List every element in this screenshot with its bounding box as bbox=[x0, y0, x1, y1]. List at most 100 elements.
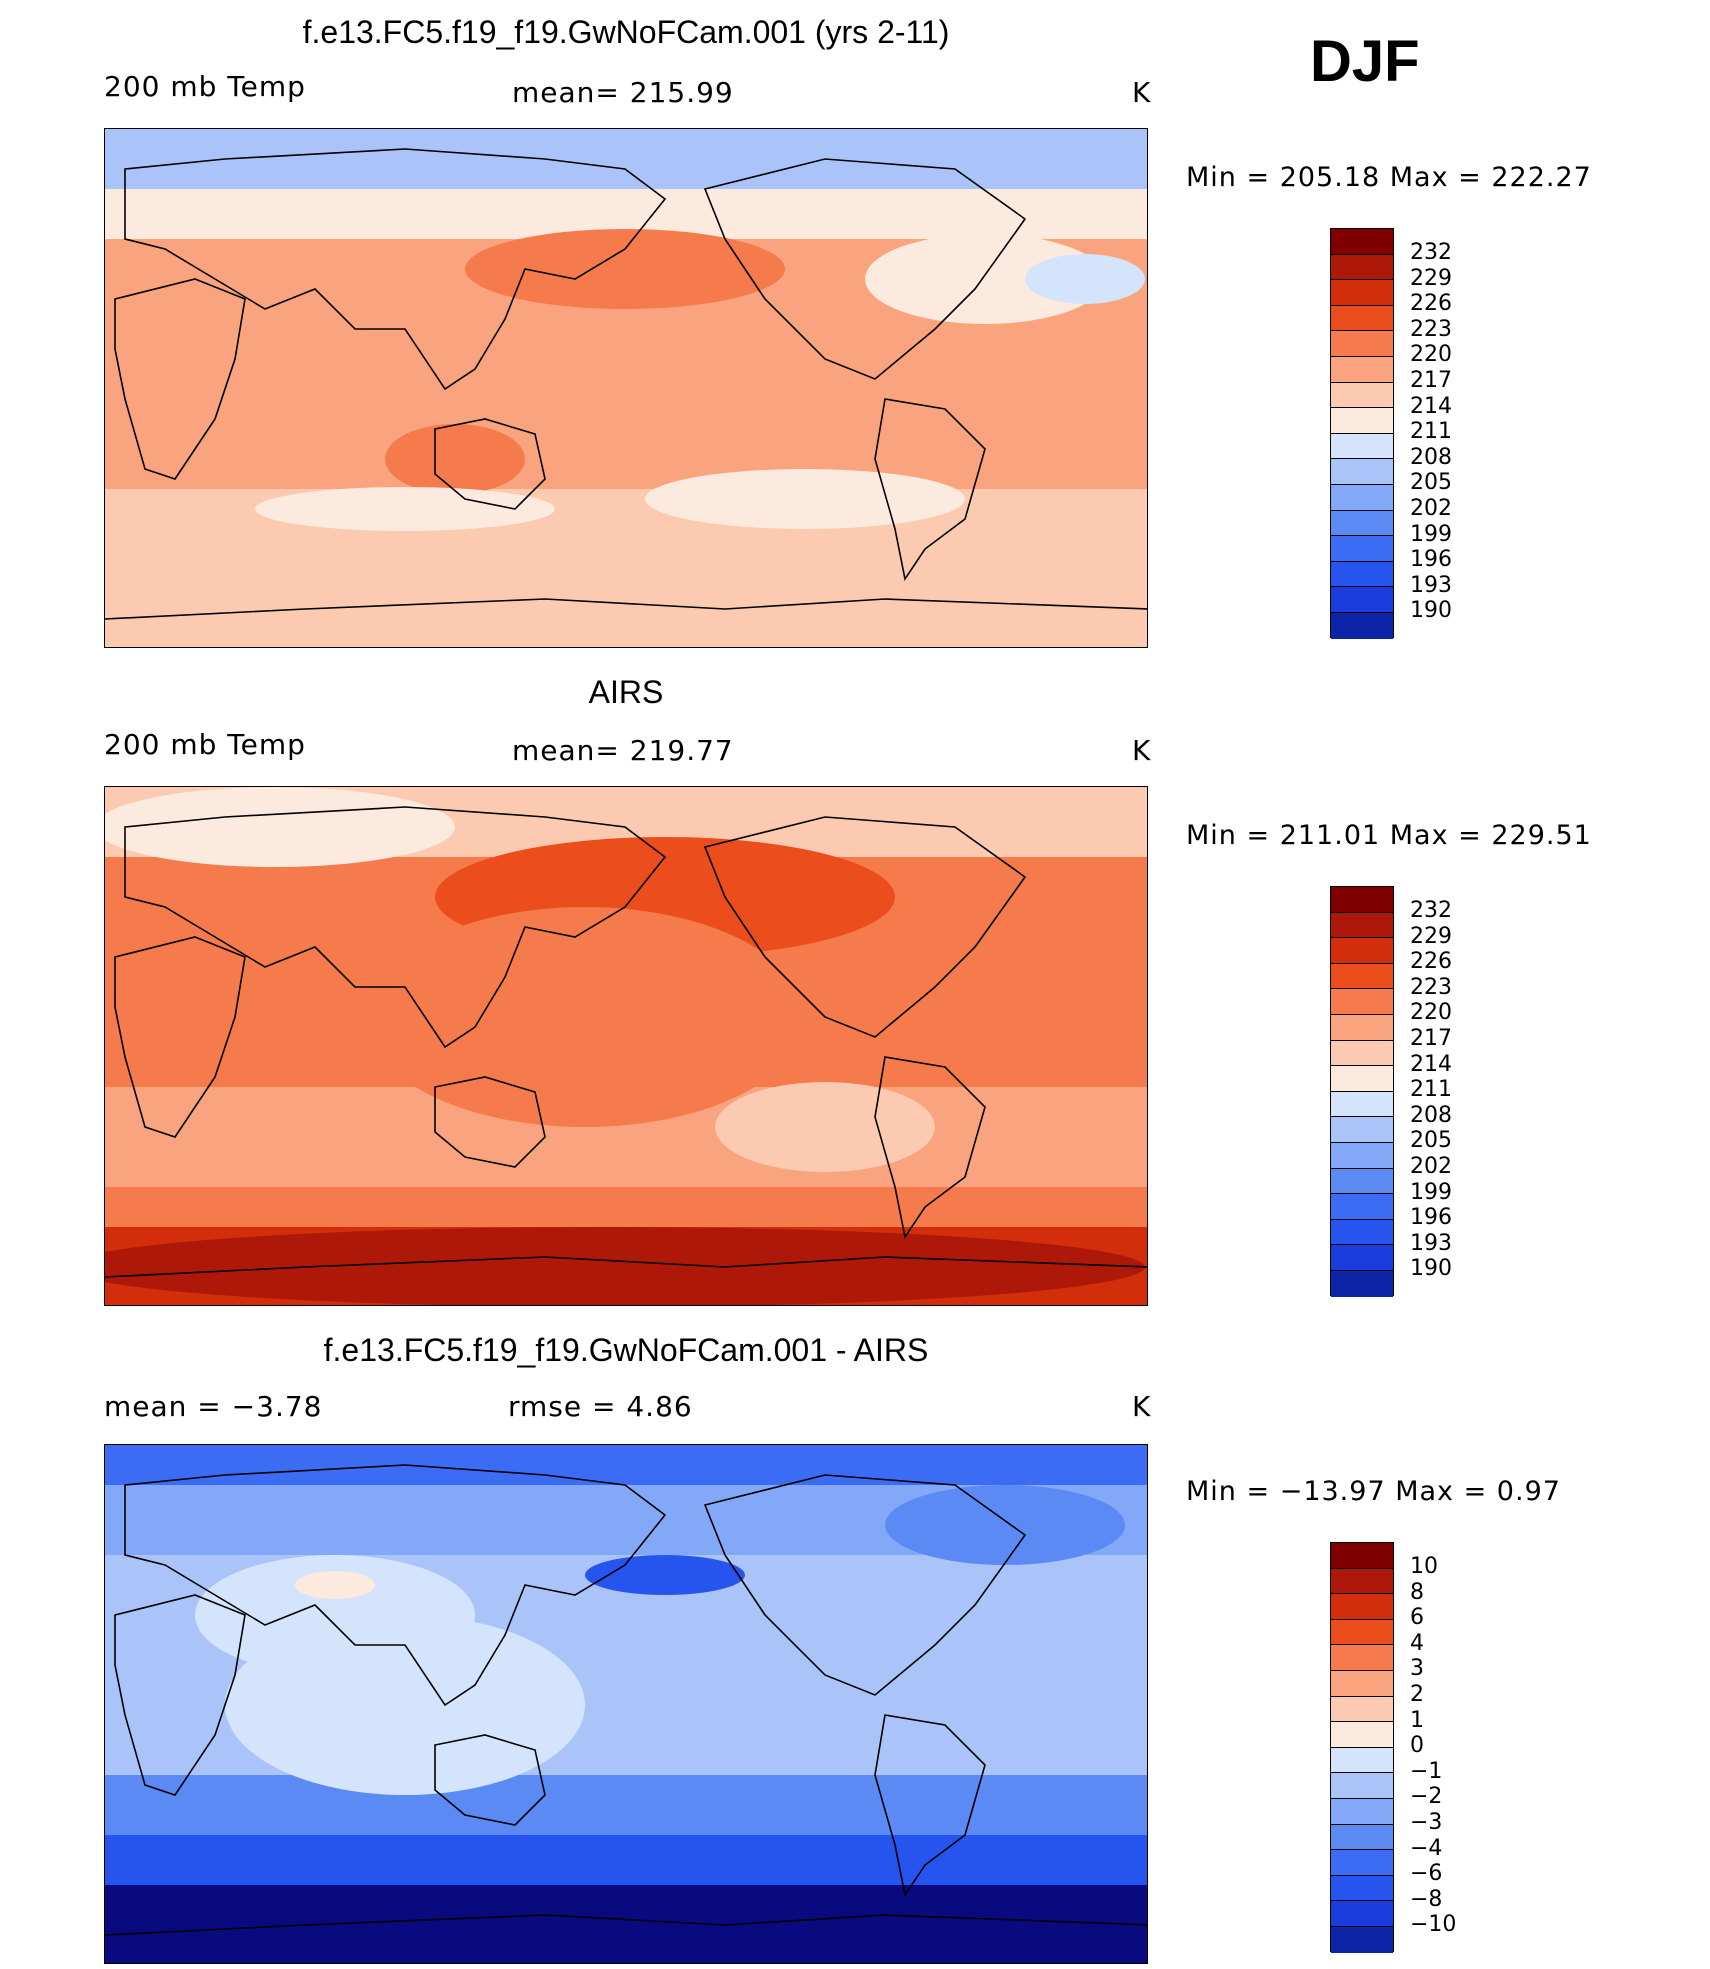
colorbar-label: 8 bbox=[1410, 1579, 1424, 1605]
panel-3-map-svg bbox=[105, 1445, 1147, 1963]
colorbar-swatch bbox=[1331, 587, 1393, 613]
coastline bbox=[114, 278, 246, 480]
panel-1-map-svg bbox=[105, 129, 1147, 647]
panel-2-map bbox=[104, 786, 1148, 1306]
colorbar-swatch bbox=[1331, 1926, 1393, 1953]
colorbar-label: 202 bbox=[1410, 1154, 1452, 1179]
field-contour bbox=[465, 229, 785, 309]
colorbar-swatch bbox=[1331, 408, 1393, 434]
panel-1-minmax: Min = 205.18 Max = 222.27 bbox=[1186, 162, 1592, 193]
field-band bbox=[105, 1445, 1147, 1485]
colorbar-label: −1 bbox=[1410, 1758, 1443, 1784]
colorbar-swatch bbox=[1331, 459, 1393, 485]
coastline bbox=[703, 1474, 1027, 1696]
field-band bbox=[105, 1775, 1147, 1835]
panel-1-colorbar bbox=[1330, 228, 1394, 639]
field-contour bbox=[105, 787, 455, 867]
colorbar-label: −4 bbox=[1410, 1835, 1443, 1861]
colorbar-label: 1 bbox=[1410, 1707, 1424, 1733]
colorbar-swatch bbox=[1331, 1645, 1393, 1671]
field-band bbox=[105, 129, 1147, 189]
coastline bbox=[434, 418, 546, 510]
colorbar-label: 190 bbox=[1410, 598, 1452, 624]
colorbar-label: 217 bbox=[1410, 368, 1452, 393]
panel-3-left-label: mean = −3.78 bbox=[104, 1390, 323, 1423]
coastline bbox=[124, 806, 667, 1049]
colorbar-label: 205 bbox=[1410, 1128, 1452, 1154]
panel-3-minmax: Min = −13.97 Max = 0.97 bbox=[1186, 1476, 1561, 1507]
colorbar-swatch bbox=[1331, 1091, 1393, 1118]
colorbar-swatch bbox=[1331, 1619, 1393, 1646]
panel-3-colorbar bbox=[1330, 1542, 1394, 1953]
colorbar-label: 232 bbox=[1410, 240, 1452, 265]
coastline bbox=[105, 1914, 1147, 1936]
colorbar-label: 6 bbox=[1410, 1605, 1424, 1631]
colorbar-label: 199 bbox=[1410, 521, 1452, 547]
colorbar-label: 205 bbox=[1410, 470, 1452, 496]
colorbar-swatch bbox=[1331, 912, 1393, 939]
colorbar-label: 193 bbox=[1410, 572, 1452, 598]
colorbar-swatch bbox=[1331, 1670, 1393, 1697]
colorbar-label: 211 bbox=[1410, 1077, 1452, 1103]
colorbar-swatch bbox=[1331, 1722, 1393, 1748]
colorbar-swatch bbox=[1331, 1066, 1393, 1092]
field-contour bbox=[225, 1615, 585, 1795]
colorbar-swatch bbox=[1331, 356, 1393, 383]
field-band bbox=[105, 1835, 1147, 1885]
colorbar-label: 223 bbox=[1410, 316, 1452, 342]
colorbar-label: −10 bbox=[1410, 1912, 1457, 1938]
colorbar-swatch bbox=[1331, 510, 1393, 537]
colorbar-label: 214 bbox=[1410, 1051, 1452, 1077]
colorbar-swatch bbox=[1331, 1543, 1393, 1569]
colorbar-swatch bbox=[1331, 331, 1393, 357]
coastline bbox=[114, 1594, 246, 1796]
colorbar-label: 202 bbox=[1410, 496, 1452, 521]
colorbar-label: 208 bbox=[1410, 444, 1452, 470]
colorbar-swatch bbox=[1331, 433, 1393, 460]
field-contour bbox=[105, 1227, 1145, 1305]
panel-1-center-label: mean= 215.99 bbox=[512, 76, 734, 109]
colorbar-label: 4 bbox=[1410, 1630, 1424, 1656]
colorbar-swatch bbox=[1331, 1040, 1393, 1067]
colorbar-swatch bbox=[1331, 305, 1393, 332]
colorbar-label: 217 bbox=[1410, 1026, 1452, 1051]
coastline bbox=[703, 158, 1027, 380]
field-contour bbox=[885, 1485, 1125, 1565]
colorbar-label: 220 bbox=[1410, 342, 1452, 368]
coastline bbox=[434, 1734, 546, 1826]
colorbar-swatch bbox=[1331, 612, 1393, 639]
panel-3-title: f.e13.FC5.f19_f19.GwNoFCam.001 - AIRS bbox=[323, 1332, 929, 1368]
panel-1-unit: K bbox=[1132, 76, 1152, 109]
coastline bbox=[874, 1714, 986, 1898]
colorbar-label: 232 bbox=[1410, 898, 1452, 923]
colorbar-swatch bbox=[1331, 382, 1393, 409]
field-contour bbox=[365, 907, 805, 1127]
colorbar-swatch bbox=[1331, 1594, 1393, 1620]
colorbar-swatch bbox=[1331, 1773, 1393, 1799]
colorbar-label: 196 bbox=[1410, 547, 1452, 573]
panel-2-center-label: mean= 219.77 bbox=[512, 734, 734, 767]
colorbar-label: 190 bbox=[1410, 1256, 1452, 1282]
field-band bbox=[105, 1187, 1147, 1227]
colorbar-label: 3 bbox=[1410, 1656, 1424, 1682]
field-contour bbox=[1025, 254, 1145, 304]
colorbar-label: 211 bbox=[1410, 419, 1452, 445]
colorbar-label: −3 bbox=[1410, 1810, 1443, 1835]
panel-1-left-label: 200 mb Temp bbox=[104, 70, 306, 103]
colorbar-swatch bbox=[1331, 254, 1393, 281]
coastline bbox=[124, 148, 667, 391]
colorbar-label: 226 bbox=[1410, 291, 1452, 317]
colorbar-swatch bbox=[1331, 1014, 1393, 1041]
field-contour bbox=[865, 234, 1105, 324]
colorbar-swatch bbox=[1331, 1219, 1393, 1246]
colorbar-label: −6 bbox=[1410, 1861, 1443, 1887]
colorbar-label: 193 bbox=[1410, 1230, 1452, 1256]
colorbar-swatch bbox=[1331, 1168, 1393, 1195]
colorbar-label: 214 bbox=[1410, 393, 1452, 419]
colorbar-swatch bbox=[1331, 1798, 1393, 1825]
season-label: DJF bbox=[1310, 29, 1420, 94]
field-contour bbox=[295, 1571, 375, 1599]
colorbar-label: 226 bbox=[1410, 949, 1452, 975]
colorbar-label: −2 bbox=[1410, 1784, 1443, 1810]
panel-1-map bbox=[104, 128, 1148, 648]
